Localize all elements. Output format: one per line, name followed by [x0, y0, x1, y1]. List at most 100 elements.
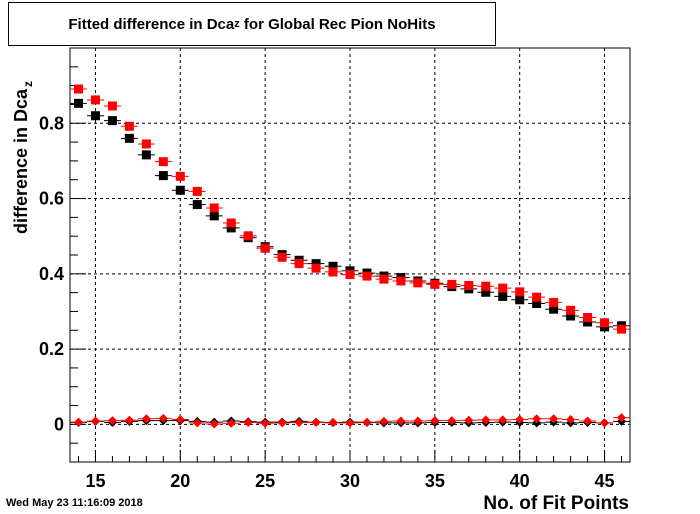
data-point [141, 414, 151, 424]
data-point [175, 185, 185, 195]
data-point [175, 171, 185, 181]
data-point [447, 279, 457, 289]
chart-title-prefix: Fitted difference in Dca [68, 15, 235, 33]
y-tick-label: 0.8 [39, 113, 64, 133]
data-point [362, 417, 372, 427]
data-point [90, 416, 100, 426]
y-tick-label: 0 [54, 414, 64, 434]
data-point [226, 418, 236, 428]
timestamp: Wed May 23 11:16:09 2018 [6, 497, 143, 509]
data-point [464, 415, 474, 425]
y-tick-label: 0.4 [39, 264, 64, 284]
data-point [192, 418, 202, 428]
data-point [430, 416, 440, 426]
data-point [430, 279, 440, 289]
data-point [107, 116, 117, 126]
data-point [294, 259, 304, 269]
data-point [532, 414, 542, 424]
data-point [583, 312, 593, 322]
data-point [277, 252, 287, 262]
axis-ticks [70, 66, 623, 463]
data-point [532, 299, 542, 309]
data-point [498, 415, 508, 425]
data-point [107, 101, 117, 111]
data-point [209, 419, 219, 429]
data-point [328, 418, 338, 428]
data-point [226, 218, 236, 228]
data-point [566, 305, 576, 315]
data-point [260, 418, 270, 428]
tick-labels: 15 20 25 30 35 40 45 0 0.2 0.4 0.6 0.8 [39, 113, 615, 491]
chart-title: Fitted difference in Dca z for Global Rec… [8, 2, 496, 46]
data-point [124, 133, 134, 143]
data-point [345, 418, 355, 428]
data-point [600, 318, 610, 328]
data-point [158, 413, 168, 423]
data-point [209, 203, 219, 213]
data-point [209, 211, 219, 221]
data-point [158, 171, 168, 181]
data-point [413, 278, 423, 288]
data-point [192, 200, 202, 210]
data-point [498, 283, 508, 293]
data-point [464, 280, 474, 290]
y-axis-title: difference in Dcaz [11, 81, 35, 234]
data-point [73, 84, 83, 94]
data-point [107, 416, 117, 426]
data-point [243, 417, 253, 427]
data-point [311, 263, 321, 273]
data-point [413, 416, 423, 426]
data-point [379, 416, 389, 426]
x-tick-label: 25 [255, 471, 275, 491]
data-point [192, 186, 202, 196]
data-point [396, 276, 406, 286]
data-point [617, 413, 627, 423]
data-point [600, 418, 610, 428]
data-point [328, 267, 338, 277]
data-point [243, 231, 253, 241]
y-tick-label: 0.6 [39, 189, 64, 209]
data-point [515, 295, 525, 305]
data-point [481, 281, 491, 291]
data-series [70, 84, 630, 429]
data-point [277, 418, 287, 428]
x-tick-label: 15 [85, 471, 105, 491]
data-point [532, 292, 542, 302]
data-point [73, 417, 83, 427]
data-point [498, 291, 508, 301]
chart-title-suffix: for Global Rec Pion NoHits [239, 15, 436, 33]
data-point [447, 416, 457, 426]
data-point [90, 111, 100, 121]
data-point [345, 270, 355, 280]
data-point [396, 416, 406, 426]
data-point [362, 271, 372, 281]
x-tick-label: 45 [595, 471, 615, 491]
y-tick-label: 0.2 [39, 339, 64, 359]
data-point [226, 223, 236, 233]
x-tick-label: 20 [170, 471, 190, 491]
x-tick-label: 30 [340, 471, 360, 491]
data-point [515, 414, 525, 424]
data-point [158, 157, 168, 167]
data-point [124, 415, 134, 425]
data-point [481, 415, 491, 425]
x-tick-label: 35 [425, 471, 445, 491]
data-point [311, 417, 321, 427]
data-point [328, 261, 338, 271]
x-tick-label: 40 [510, 471, 530, 491]
data-point [549, 297, 559, 307]
data-point [379, 274, 389, 284]
data-point [141, 139, 151, 149]
data-point [566, 414, 576, 424]
data-point [617, 324, 627, 334]
data-point [260, 243, 270, 253]
data-point [124, 121, 134, 131]
series-1 [70, 84, 630, 334]
data-point [549, 414, 559, 424]
x-axis-title: No. of Fit Points [483, 493, 629, 514]
data-point [481, 287, 491, 297]
data-point [583, 317, 593, 327]
data-point [583, 416, 593, 426]
data-point [515, 287, 525, 297]
